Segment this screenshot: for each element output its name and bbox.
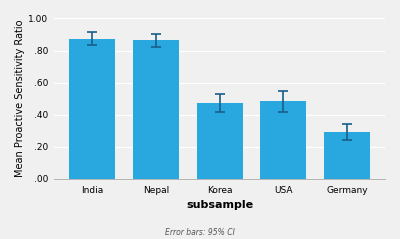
- X-axis label: subsample: subsample: [186, 200, 253, 210]
- Y-axis label: Mean Proactive Sensitivity Ratio: Mean Proactive Sensitivity Ratio: [15, 20, 25, 177]
- Bar: [133, 40, 179, 179]
- Bar: [324, 131, 370, 179]
- Bar: [69, 38, 115, 179]
- Bar: [197, 103, 242, 179]
- Text: Error bars: 95% CI: Error bars: 95% CI: [165, 228, 235, 237]
- Bar: [260, 101, 306, 179]
